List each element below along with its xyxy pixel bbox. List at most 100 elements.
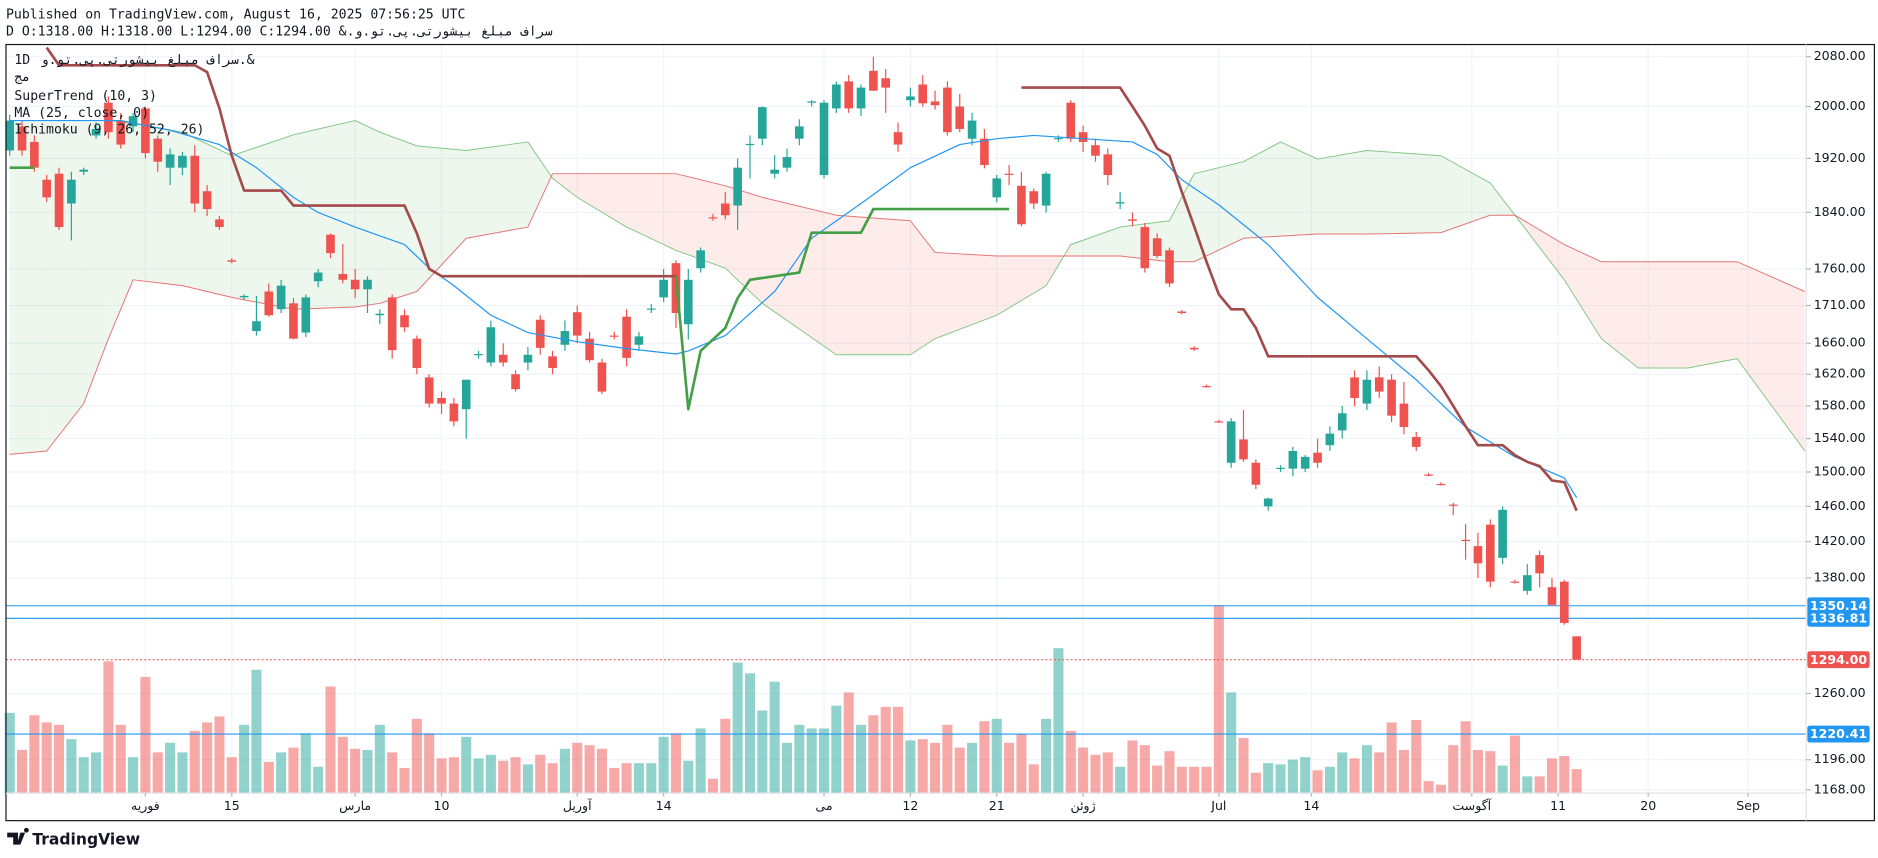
volume-bar <box>794 724 805 794</box>
volume-bar <box>1398 749 1409 794</box>
cloud-fill <box>379 132 417 304</box>
volume-bar <box>1016 734 1027 794</box>
volume-bar <box>140 676 151 794</box>
candle-body <box>1411 436 1421 447</box>
volume-bar <box>226 757 237 794</box>
cloud-fill <box>675 173 726 269</box>
legend: 1D سراف مبلغ بیشورتی.پی.تو.و.& مج SuperT… <box>14 53 254 137</box>
volume-bar <box>1213 605 1224 794</box>
price-label-box <box>1807 609 1870 627</box>
volume-bar <box>1176 766 1187 794</box>
candle-body <box>128 116 138 127</box>
candle-body <box>1424 474 1433 476</box>
candle-body <box>708 217 718 219</box>
x-tick-label: 15 <box>224 798 240 813</box>
candle-body <box>1288 451 1298 469</box>
volume-bar <box>1522 776 1533 794</box>
volume-bar <box>300 733 311 794</box>
candle-body <box>869 70 878 91</box>
volume-bar <box>707 778 719 794</box>
volume-bar <box>1127 740 1138 794</box>
price-label-box <box>1807 651 1870 669</box>
y-tick-label: 1500.00 <box>1814 464 1866 479</box>
candle-body <box>1140 227 1150 269</box>
volume-bar <box>66 739 77 794</box>
cloud-fill <box>46 120 84 452</box>
volume-bar <box>757 710 768 794</box>
volume-bar <box>350 748 361 794</box>
volume-bar <box>1065 730 1076 794</box>
candle-body <box>1029 191 1039 204</box>
price-label-box <box>1807 597 1870 615</box>
candle-body <box>1535 555 1544 574</box>
candle-body <box>745 143 755 146</box>
candle-body <box>1300 456 1310 469</box>
y-tick-label: 1168.00 <box>1814 781 1866 796</box>
volume-bar <box>1004 742 1015 794</box>
volume-bar <box>239 724 250 794</box>
volume-bar <box>547 763 558 794</box>
candle-body <box>67 179 76 204</box>
candle-body <box>1054 138 1063 140</box>
volume-bar <box>1164 751 1175 794</box>
volume-bar <box>855 724 867 794</box>
candle-body <box>819 102 829 176</box>
volume-bar <box>744 673 756 794</box>
cloud-fill <box>9 120 47 455</box>
ichimoku-span-a <box>9 120 1806 452</box>
candle-body <box>42 179 52 198</box>
candle-body <box>1251 462 1261 485</box>
x-tick-label: 14 <box>1303 798 1319 813</box>
candle-body <box>350 279 360 290</box>
volume-bar <box>917 739 928 794</box>
cloud-fill <box>1601 261 1639 368</box>
candle-body <box>1017 185 1026 225</box>
cloud-fill <box>1687 261 1738 368</box>
candle-body <box>215 219 224 228</box>
volume-bar <box>251 669 262 794</box>
candle-body <box>326 234 335 254</box>
candle-body <box>1448 504 1458 506</box>
volume-bar <box>1559 755 1570 794</box>
candle-body <box>1214 421 1224 423</box>
candle-body <box>918 84 928 104</box>
volume-bar <box>510 757 521 794</box>
x-tick-label: ژوئن <box>1071 798 1096 814</box>
volume-bar <box>1102 752 1113 794</box>
volume-bar <box>103 661 114 794</box>
cloud-fill <box>910 220 936 355</box>
candle-body <box>597 362 607 392</box>
volume-bar <box>1571 769 1582 794</box>
brand-name: TradingView <box>32 830 140 848</box>
candle-body <box>955 106 965 129</box>
volume-bar <box>115 724 126 794</box>
volume-bar <box>374 724 385 794</box>
candle-body <box>1041 173 1051 206</box>
cloud-fill <box>1440 155 1491 233</box>
y-tick-label: 2000.00 <box>1814 98 1866 113</box>
candle-body <box>535 319 545 348</box>
volume-bar <box>991 718 1002 794</box>
volume-bar <box>276 752 287 794</box>
candle-body <box>1350 377 1359 398</box>
candle-body <box>1387 379 1396 416</box>
moving-average <box>9 119 1578 498</box>
volume-bar <box>1448 745 1459 794</box>
candle-body <box>634 336 644 345</box>
candle-body <box>980 138 989 166</box>
volume-bar <box>609 767 620 794</box>
legend-indicator: MA (25, close, 0) <box>14 106 149 121</box>
cloud-fill <box>1366 150 1441 235</box>
cloud-fill <box>996 255 1047 316</box>
candle-body <box>881 78 891 88</box>
volume-bar <box>880 706 891 794</box>
volume-bar <box>177 752 188 794</box>
volume-bar <box>54 724 65 794</box>
candle-body <box>1337 413 1347 431</box>
cloud-fill <box>466 141 528 239</box>
candle-body <box>1313 452 1322 463</box>
brand-logo: TradingView <box>7 827 140 848</box>
candle-body <box>585 338 594 361</box>
